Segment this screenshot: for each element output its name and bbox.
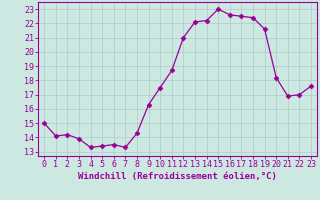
X-axis label: Windchill (Refroidissement éolien,°C): Windchill (Refroidissement éolien,°C) — [78, 172, 277, 181]
